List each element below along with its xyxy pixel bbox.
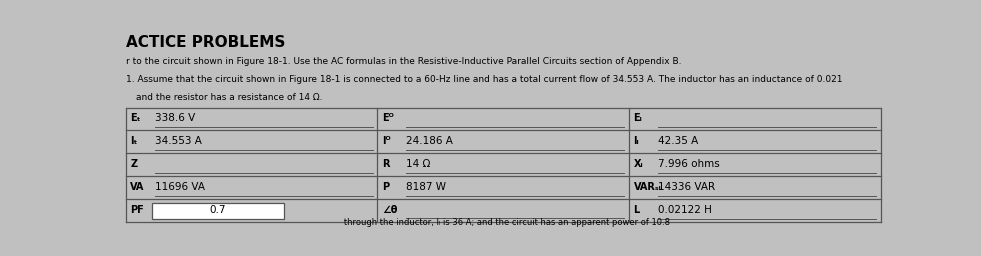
Text: VARₛₗ: VARₛₗ	[634, 182, 661, 192]
Text: ACTICE PROBLEMS: ACTICE PROBLEMS	[126, 35, 285, 50]
Text: VA: VA	[130, 182, 144, 192]
Text: Z: Z	[130, 159, 137, 169]
Text: 42.35 A: 42.35 A	[658, 136, 698, 146]
Text: 338.6 V: 338.6 V	[155, 113, 195, 123]
Text: Eᴼ: Eᴼ	[382, 113, 393, 123]
Text: R: R	[382, 159, 389, 169]
Text: 11696 VA: 11696 VA	[155, 182, 205, 192]
Text: 0.02122 H: 0.02122 H	[658, 205, 712, 215]
Text: P: P	[382, 182, 389, 192]
Text: through the inductor, Iₗ is 36 A; and the circuit has an apparent power of 10.8: through the inductor, Iₗ is 36 A; and th…	[336, 218, 669, 227]
Text: and the resistor has a resistance of 14 Ω.: and the resistor has a resistance of 14 …	[136, 93, 323, 102]
Text: Eₗ: Eₗ	[634, 113, 643, 123]
Text: 14336 VAR: 14336 VAR	[658, 182, 715, 192]
Text: L: L	[634, 205, 640, 215]
Text: Eₜ: Eₜ	[130, 113, 140, 123]
Text: 0.7: 0.7	[210, 206, 226, 216]
Text: 24.186 A: 24.186 A	[406, 136, 453, 146]
Text: Iₜ: Iₜ	[130, 136, 137, 146]
Text: 7.996 ohms: 7.996 ohms	[658, 159, 720, 169]
Text: Iᴼ: Iᴼ	[382, 136, 390, 146]
Text: Xₗ: Xₗ	[634, 159, 644, 169]
Text: PF: PF	[130, 205, 144, 215]
FancyBboxPatch shape	[151, 203, 284, 219]
Text: r to the circuit shown in Figure 18-1. Use the AC formulas in the Resistive-Indu: r to the circuit shown in Figure 18-1. U…	[126, 57, 681, 66]
Text: 34.553 A: 34.553 A	[155, 136, 201, 146]
Text: 8187 W: 8187 W	[406, 182, 446, 192]
Text: Iₗ: Iₗ	[634, 136, 640, 146]
Text: 14 Ω: 14 Ω	[406, 159, 431, 169]
Text: ∠θ: ∠θ	[382, 205, 397, 215]
Text: 1. Assume that the circuit shown in Figure 18-1 is connected to a 60-Hz line and: 1. Assume that the circuit shown in Figu…	[126, 75, 842, 84]
